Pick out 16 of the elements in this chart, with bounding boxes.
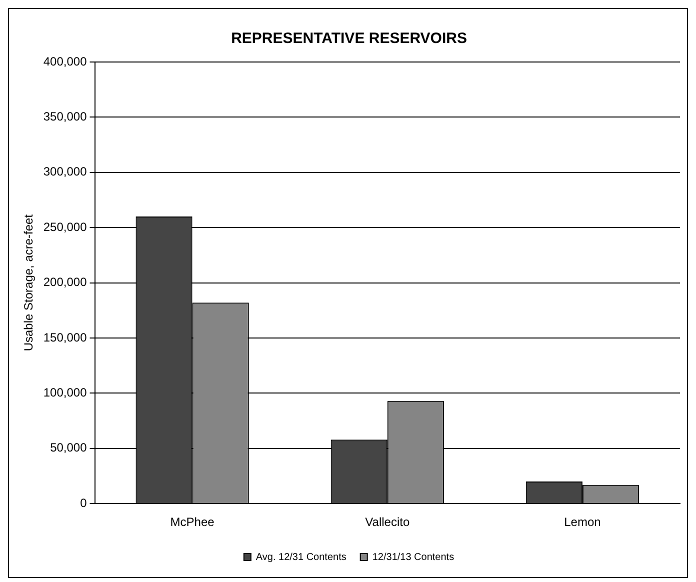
x-tick-label: Vallecito (365, 515, 410, 530)
y-tick-label: 250,000 (43, 220, 88, 234)
x-tick-label: McPhee (170, 515, 215, 530)
x-tick-label: Lemon (564, 515, 601, 530)
y-tick-label: 150,000 (43, 330, 88, 344)
legend-label: Avg. 12/31 Contents (256, 552, 346, 563)
chart-title: REPRESENTATIVE RESERVOIRS (231, 30, 467, 48)
y-tick-label: 200,000 (43, 275, 88, 290)
y-tick-label: 350,000 (43, 110, 88, 124)
y-tick-label: 50,000 (50, 440, 88, 455)
y-tick-label: 400,000 (43, 54, 88, 68)
legend-label: 12/31/13 Contents (372, 552, 454, 563)
y-axis-title: Usable Storage, acre-feet (22, 214, 36, 352)
y-tick-label: 100,000 (43, 386, 88, 400)
y-tick-label: 0 (80, 496, 88, 510)
y-tick-label: 300,000 (43, 164, 88, 179)
